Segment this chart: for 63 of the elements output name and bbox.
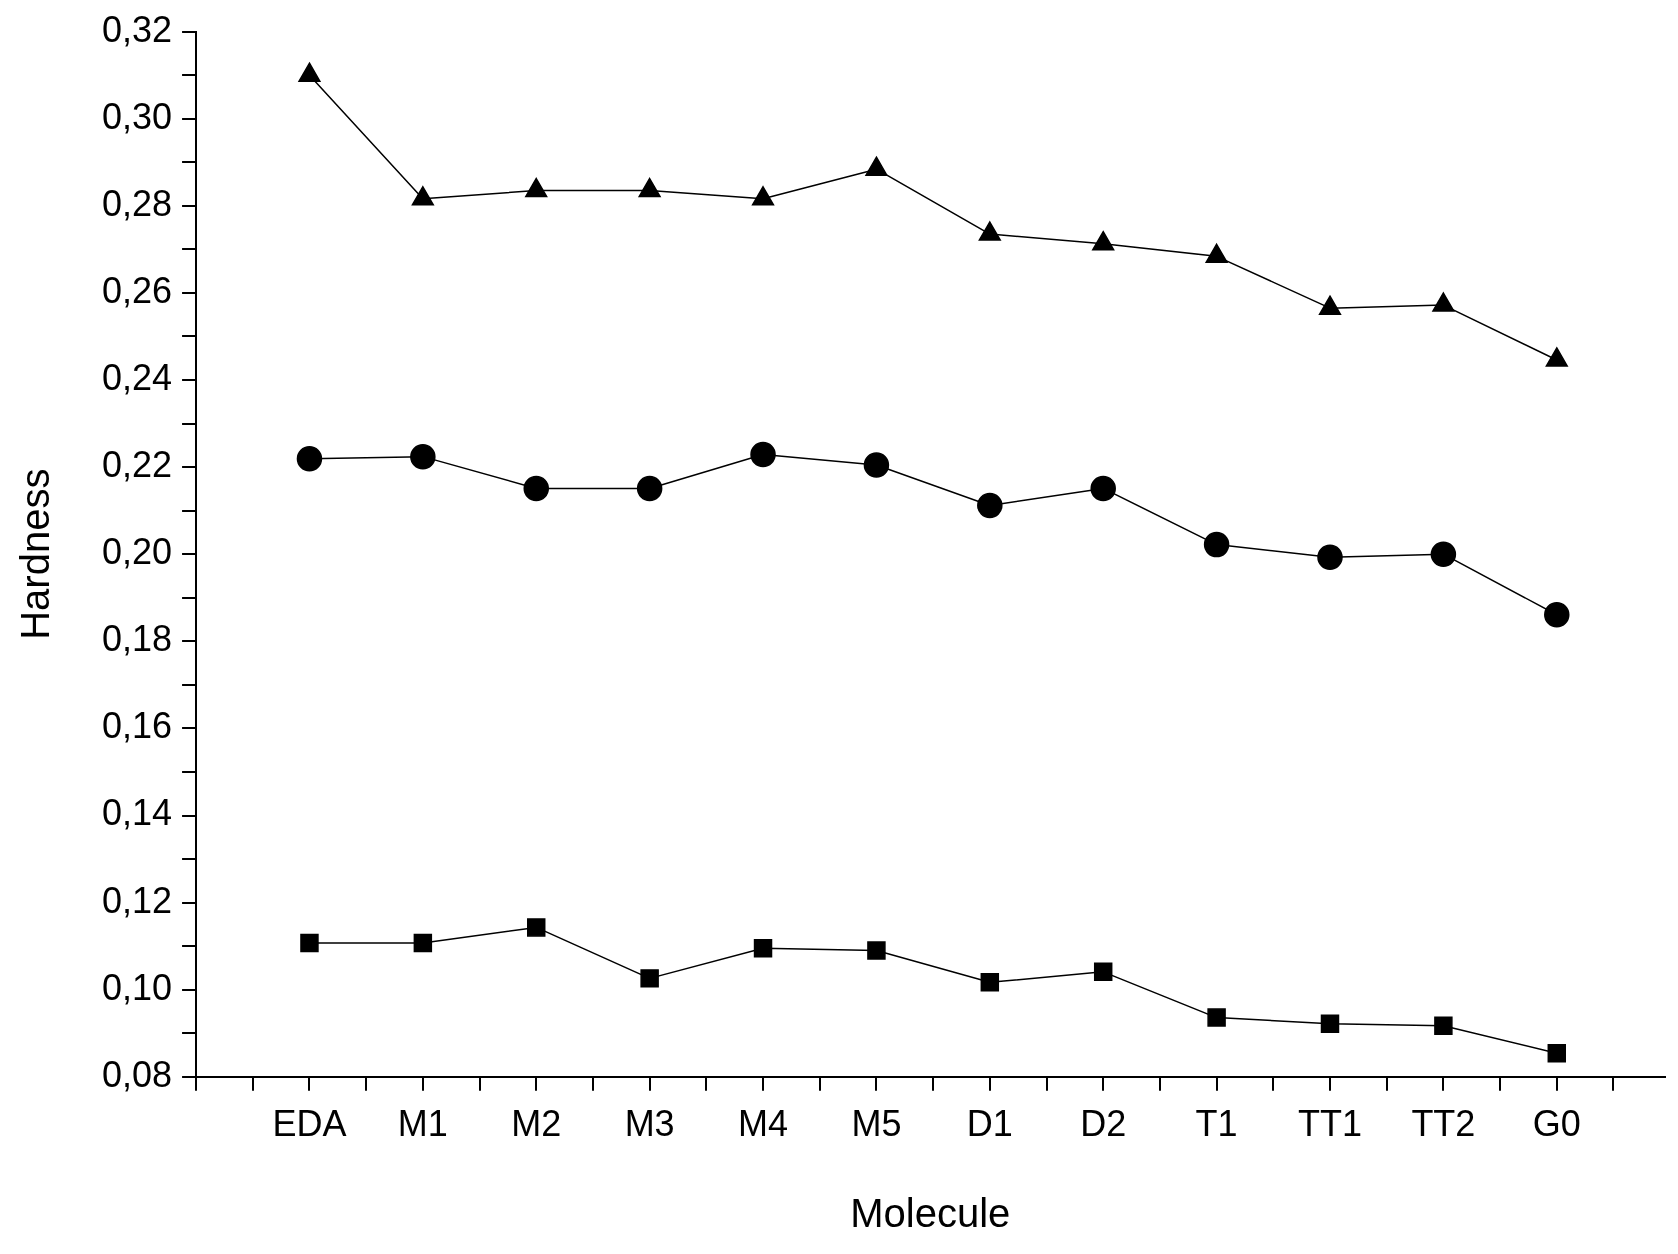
x-tick-label: TT1 xyxy=(1297,1103,1362,1145)
y-tick-label: 0,12 xyxy=(101,879,173,921)
point xyxy=(750,441,776,468)
point xyxy=(867,941,886,960)
point xyxy=(751,186,775,206)
point xyxy=(640,969,659,988)
x-tick-label: M4 xyxy=(738,1103,789,1145)
point xyxy=(638,177,661,198)
y-tick-label: 0,14 xyxy=(101,792,173,834)
x-tick-label: M3 xyxy=(624,1103,675,1145)
point xyxy=(527,918,546,937)
point xyxy=(1544,601,1570,628)
y-tick-label: 0,20 xyxy=(101,531,173,573)
y-tick-label: 0,08 xyxy=(101,1053,173,1095)
point xyxy=(1092,230,1115,251)
point xyxy=(411,186,434,206)
x-tick-label: D2 xyxy=(1080,1103,1127,1145)
y-tick-label: 0,32 xyxy=(101,8,173,50)
point xyxy=(1317,544,1343,570)
point xyxy=(1320,1014,1340,1033)
point xyxy=(410,443,436,470)
x-tick-label: M5 xyxy=(851,1103,902,1145)
y-tick-label: 0,22 xyxy=(101,444,173,486)
x-axis-title: Molecule xyxy=(850,1191,1011,1236)
x-tick-label: T1 xyxy=(1195,1103,1238,1145)
point xyxy=(1432,292,1455,312)
point xyxy=(523,475,549,502)
y-axis-title: Hardness xyxy=(13,468,58,640)
point xyxy=(1547,1044,1567,1063)
y-tick-label: 0,24 xyxy=(101,356,173,398)
x-tick-label: G0 xyxy=(1532,1103,1581,1145)
point xyxy=(980,973,1000,992)
point xyxy=(296,446,323,472)
y-tick-label: 0,28 xyxy=(101,182,173,224)
point xyxy=(1318,295,1342,315)
y-tick-label: 0,18 xyxy=(101,618,173,660)
point xyxy=(1203,531,1230,558)
x-tick-label: M1 xyxy=(397,1103,448,1145)
point xyxy=(977,492,1003,519)
point xyxy=(1093,962,1113,982)
x-tick-label: M2 xyxy=(511,1103,562,1145)
point xyxy=(298,62,321,82)
point xyxy=(1545,347,1568,367)
point xyxy=(1430,541,1457,567)
y-tick-label: 0,16 xyxy=(101,705,173,747)
y-tick-label: 0,30 xyxy=(101,95,173,137)
point xyxy=(1434,1016,1453,1036)
point xyxy=(1205,243,1228,264)
point xyxy=(753,939,773,958)
x-tick-label: EDA xyxy=(272,1103,347,1145)
x-tick-label: D1 xyxy=(966,1103,1013,1145)
point xyxy=(525,177,548,198)
point xyxy=(636,475,663,502)
point xyxy=(1090,475,1116,502)
y-tick-label: 0,26 xyxy=(101,269,173,311)
point xyxy=(300,933,319,953)
y-tick-label: 0,10 xyxy=(101,966,173,1008)
point xyxy=(863,452,890,478)
point xyxy=(978,221,1001,241)
point xyxy=(865,156,888,176)
x-tick-label: TT2 xyxy=(1411,1103,1476,1145)
point xyxy=(413,933,433,953)
point xyxy=(1207,1008,1226,1027)
